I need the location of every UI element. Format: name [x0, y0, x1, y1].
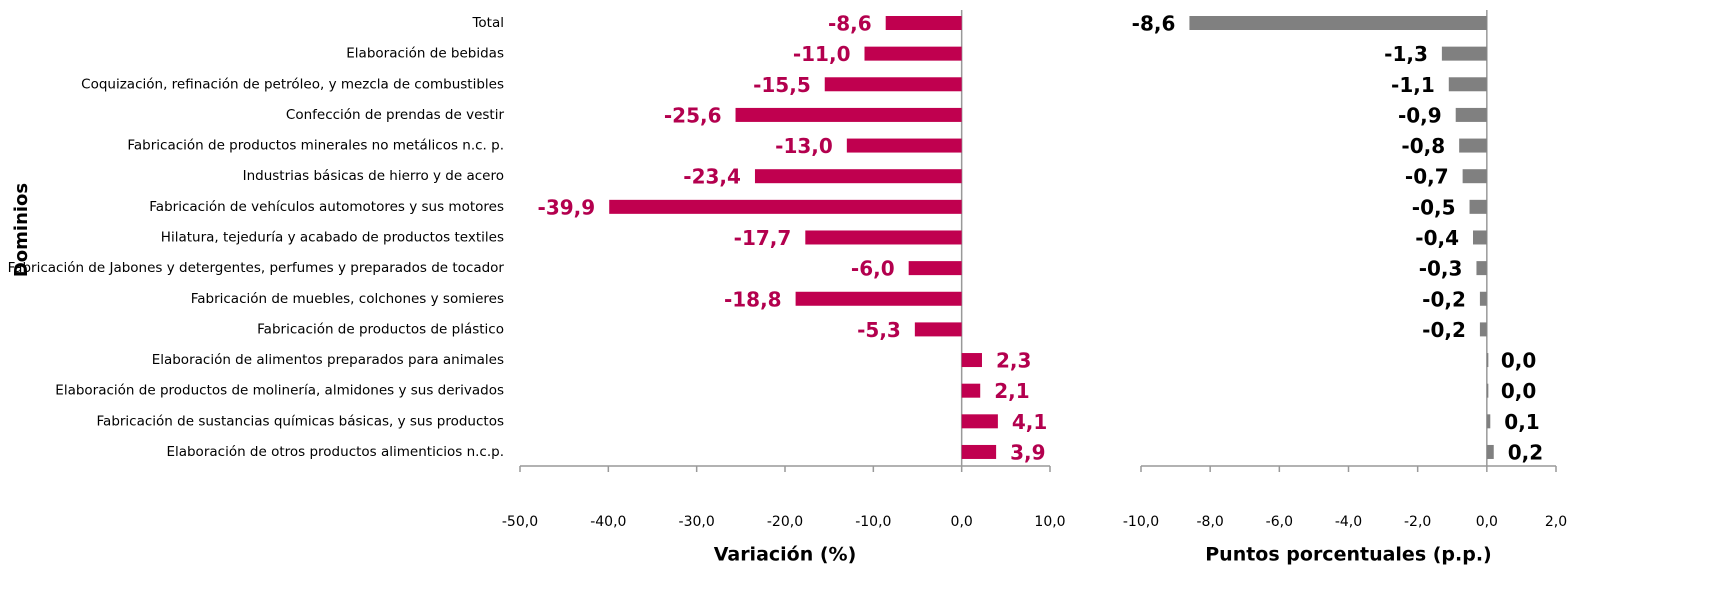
category-label: Fabricación de productos minerales no me… [127, 138, 504, 154]
bar [795, 291, 962, 306]
value-label: 0,2 [1508, 440, 1543, 464]
category-label: Confección de prendas de vestir [286, 107, 505, 123]
bar [1486, 414, 1491, 429]
value-label: -18,8 [724, 287, 782, 311]
category-label: Elaboración de alimentos preparados para… [152, 352, 504, 368]
value-label: -25,6 [664, 103, 722, 127]
value-label: -0,3 [1419, 257, 1463, 281]
bar [735, 107, 962, 122]
value-label: 3,9 [1010, 440, 1045, 464]
x-axis-title: Puntos porcentuales (p.p.) [1205, 544, 1492, 566]
bar [1479, 322, 1487, 337]
bar [1486, 383, 1489, 398]
bar [961, 444, 997, 459]
bar [1189, 16, 1487, 30]
value-label: -0,2 [1422, 287, 1466, 311]
value-label: 4,1 [1012, 410, 1047, 434]
category-label: Fabricación de vehículos automotores y s… [149, 199, 504, 215]
bar [846, 138, 962, 153]
bar [864, 46, 962, 61]
value-label: -23,4 [683, 165, 741, 189]
bar [961, 383, 981, 398]
value-label: -1,3 [1384, 42, 1428, 66]
bar [914, 322, 962, 337]
x-tick-label: -2,0 [1404, 514, 1431, 530]
value-label: -0,9 [1398, 103, 1442, 127]
value-label: -0,7 [1405, 165, 1449, 189]
category-label: Industrias básicas de hierro y de acero [243, 168, 504, 184]
x-tick-label: 2,0 [1545, 514, 1567, 530]
bar [824, 77, 962, 92]
category-label: Elaboración de productos de molinería, a… [55, 383, 504, 399]
value-label: -5,3 [857, 318, 901, 342]
category-label: Total [471, 15, 504, 31]
value-label: -17,7 [734, 226, 792, 250]
x-tick-label: -10,0 [855, 514, 891, 530]
value-label: -0,2 [1422, 318, 1466, 342]
bar [1486, 353, 1489, 368]
value-label: 2,1 [994, 379, 1029, 403]
bar [1448, 77, 1487, 92]
category-label: Fabricación de Jabones y detergentes, pe… [8, 260, 505, 276]
bar [1455, 107, 1487, 122]
category-label: Elaboración de bebidas [346, 46, 504, 62]
value-label: -0,5 [1412, 195, 1456, 219]
category-label: Coquización, refinación de petróleo, y m… [81, 76, 504, 92]
x-tick-label: -20,0 [767, 514, 803, 530]
y-axis-title: Dominios [11, 183, 32, 277]
category-label: Hilatura, tejeduría y acabado de product… [161, 229, 504, 245]
bar [908, 261, 962, 276]
bar [1479, 291, 1487, 306]
bar [1476, 261, 1487, 276]
value-label: -8,6 [828, 12, 872, 36]
value-label: -1,1 [1391, 73, 1435, 97]
value-label: -0,8 [1401, 134, 1445, 158]
bar [1441, 46, 1487, 61]
value-label: -8,6 [1132, 12, 1176, 36]
bar [1473, 230, 1487, 245]
value-label: -11,0 [793, 42, 851, 66]
x-tick-label: -30,0 [679, 514, 715, 530]
value-label: -6,0 [851, 257, 895, 281]
bar [961, 414, 998, 429]
bar [961, 353, 982, 368]
bar [1462, 169, 1487, 184]
value-label: -15,5 [753, 73, 811, 97]
bar [754, 169, 962, 184]
x-tick-label: -10,0 [1123, 514, 1159, 530]
bar [1486, 444, 1494, 459]
value-label: 0,0 [1501, 349, 1536, 373]
value-label: 0,0 [1501, 379, 1536, 403]
x-tick-label: 0,0 [951, 514, 973, 530]
bar [805, 230, 962, 245]
x-tick-label: -6,0 [1266, 514, 1293, 530]
bar [885, 16, 962, 30]
x-tick-label: -4,0 [1335, 514, 1362, 530]
bar [1459, 138, 1487, 153]
x-axis-title: Variación (%) [714, 544, 857, 566]
value-label: -39,9 [538, 195, 596, 219]
bar [609, 199, 962, 214]
value-label: 2,3 [996, 349, 1031, 373]
x-tick-label: 10,0 [1034, 514, 1065, 530]
category-label: Fabricación de sustancias químicas básic… [97, 413, 504, 429]
value-label: -0,4 [1415, 226, 1459, 250]
x-tick-label: -8,0 [1197, 514, 1224, 530]
x-tick-label: -50,0 [502, 514, 538, 530]
x-tick-label: -40,0 [590, 514, 626, 530]
category-label: Elaboración de otros productos alimentic… [166, 444, 504, 460]
value-label: -13,0 [775, 134, 833, 158]
category-label: Fabricación de productos de plástico [257, 321, 504, 337]
value-label: 0,1 [1504, 410, 1539, 434]
bar [1469, 199, 1487, 214]
x-tick-label: 0,0 [1476, 514, 1498, 530]
category-label: Fabricación de muebles, colchones y somi… [191, 291, 504, 307]
